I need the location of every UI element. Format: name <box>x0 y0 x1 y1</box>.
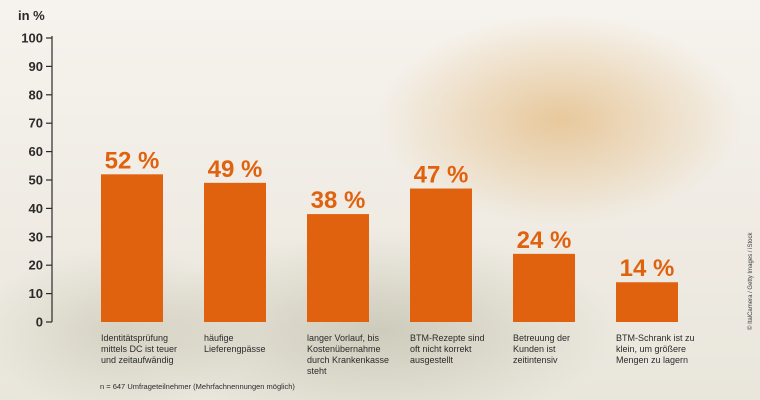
category-label-line: BTM-Schrank ist zu <box>616 333 695 343</box>
bar <box>204 182 266 322</box>
bar <box>101 174 163 322</box>
category-label-line: Identitätsprüfung <box>101 333 168 343</box>
category-label: Identitätsprüfung mittels DC ist teuer und… <box>101 333 177 365</box>
y-tick-label: 100 <box>21 31 43 46</box>
category-label-line: Lieferengpässe <box>204 344 266 354</box>
category-label-line: und zeitaufwändig <box>101 355 174 365</box>
bar-value-label: 52 % <box>105 147 160 174</box>
y-tick-label: 80 <box>29 87 43 102</box>
category-label: Betreuung der Kunden ist zeitintensiv <box>513 333 570 365</box>
footnote: n = 647 Umfrageteilnehmer (Mehrfachnennu… <box>100 382 295 391</box>
category-label: häufige Lieferengpässe <box>204 333 266 354</box>
category-label-line: Betreuung der <box>513 333 570 343</box>
category-label-line: BTM-Rezepte sind <box>410 333 485 343</box>
y-axis-unit-label: in % <box>18 8 45 23</box>
bar-value-label: 49 % <box>208 156 263 183</box>
category-label-line: klein, um größere <box>616 344 686 354</box>
bar <box>616 282 678 322</box>
y-tick-label: 40 <box>29 201 43 216</box>
category-label-line: häufige <box>204 333 234 343</box>
y-tick-label: 20 <box>29 258 43 273</box>
bar-value-label: 24 % <box>517 227 572 254</box>
bar-value-label: 47 % <box>414 162 469 189</box>
category-label: BTM-Schrank ist zu klein, um größere Menge… <box>616 333 695 365</box>
category-label-line: Kunden ist <box>513 344 556 354</box>
bar <box>513 253 575 322</box>
category-label-line: oft nicht korrekt <box>410 344 472 354</box>
bar-value-label: 14 % <box>620 255 675 282</box>
y-tick-label: 50 <box>29 173 43 188</box>
category-label-line: Kostenübernahme <box>307 344 381 354</box>
category-label-line: durch Krankenkasse <box>307 355 389 365</box>
y-tick-label: 60 <box>29 144 43 159</box>
bar-value-label: 38 % <box>311 187 366 214</box>
category-label-line: langer Vorlauf, bis <box>307 333 380 343</box>
category-label-line: ausgestellt <box>410 355 454 365</box>
photo-credit: © ItalCamera / Getty Images / iStock <box>747 232 754 330</box>
y-tick-label: 30 <box>29 229 43 244</box>
category-label: langer Vorlauf, bis Kostenübernahme durch … <box>307 333 389 376</box>
category-label-line: steht <box>307 366 327 376</box>
bar <box>307 214 369 322</box>
y-tick-label: 0 <box>36 315 43 330</box>
category-label-line: mittels DC ist teuer <box>101 344 177 354</box>
category-label: BTM-Rezepte sind oft nicht korrekt ausgest… <box>410 333 485 365</box>
y-tick-label: 10 <box>29 286 43 301</box>
y-tick-label: 70 <box>29 116 43 131</box>
bar <box>410 188 472 322</box>
category-label-line: Mengen zu lagern <box>616 355 688 365</box>
y-tick-label: 90 <box>29 59 43 74</box>
category-label-line: zeitintensiv <box>513 355 558 365</box>
